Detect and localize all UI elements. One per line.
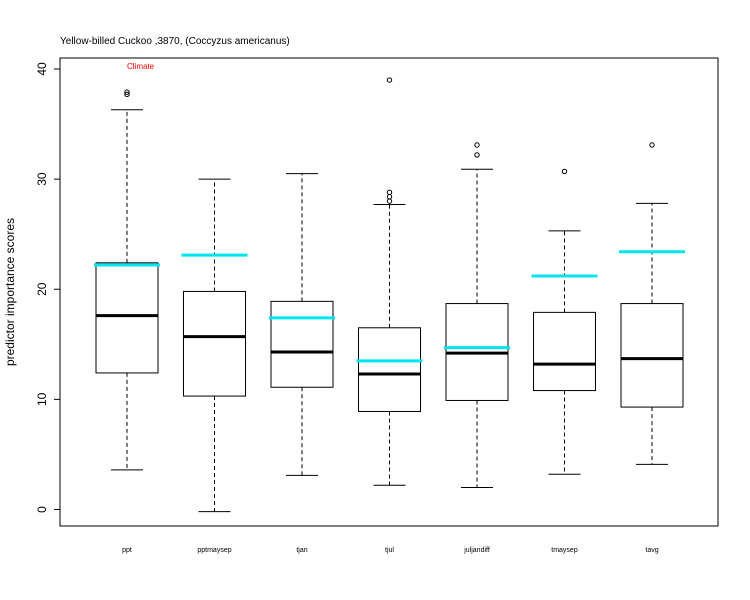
iqr-box [620, 303, 684, 408]
y-axis: 0 10 20 30 40 [35, 62, 60, 513]
box-tmaysep [533, 168, 596, 475]
plot-frame [59, 57, 719, 527]
x-tick-label: julјandiff [463, 547, 490, 554]
y-tick-label: 0 [35, 506, 49, 513]
box-julјandiff [445, 142, 509, 488]
box-ppt [95, 89, 159, 471]
climate-annotation: Climate [127, 62, 155, 71]
chart-title: Yellow-billed Cuckoo ,3870, (Coccyzus am… [60, 36, 290, 47]
iqr-box [270, 300, 334, 388]
outlier-point [474, 142, 480, 148]
iqr-box [533, 311, 596, 392]
x-tick-label: tjan [296, 547, 307, 554]
y-axis-title: predictor importance scores [3, 218, 17, 366]
box-tavg [620, 142, 684, 465]
outlier-point [386, 198, 393, 204]
y-tick-label: 20 [35, 282, 49, 296]
reference-series [94, 250, 685, 363]
x-tick-label: pptmaysep [197, 547, 231, 554]
box-series [95, 77, 684, 513]
outlier-point [474, 152, 480, 158]
iqr-box [358, 327, 421, 412]
y-tick-label: 40 [35, 62, 49, 76]
x-tick-label: tmaysep [551, 547, 578, 554]
x-tick-label: tavg [645, 547, 658, 554]
outlier-point [386, 194, 393, 200]
box-tjan [270, 173, 334, 476]
outlier-point [124, 89, 130, 95]
x-tick-label: tjul [385, 547, 394, 554]
iqr-box [95, 262, 159, 374]
outlier-point [386, 77, 393, 83]
x-tick-label: ppt [122, 547, 132, 554]
outlier-point [561, 168, 568, 175]
outlier-point [124, 91, 130, 98]
iqr-box [183, 290, 246, 397]
x-axis-labels: ppt pptmaysep tjan tjul julјandiff tmaysep tav… [122, 547, 659, 554]
box-pptmaysep [183, 178, 246, 513]
y-tick-label: 10 [35, 392, 49, 406]
outlier-point [386, 189, 393, 196]
y-tick-label: 30 [35, 172, 49, 186]
outlier-point [649, 142, 655, 148]
box-tjul [358, 77, 421, 486]
